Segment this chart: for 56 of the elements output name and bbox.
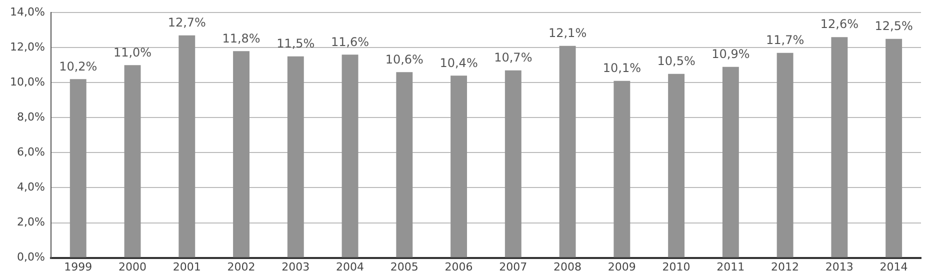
data-label: 10,2% xyxy=(59,59,98,74)
bar xyxy=(178,35,196,258)
bar xyxy=(450,76,468,258)
x-tick-label: 2003 xyxy=(282,260,310,274)
data-label: 10,7% xyxy=(494,50,532,65)
x-tick-label: 2010 xyxy=(662,260,690,274)
bar xyxy=(396,72,413,258)
x-tick-label: 2009 xyxy=(608,260,636,274)
bar xyxy=(504,70,522,258)
y-tick-label: 4,0% xyxy=(16,180,45,194)
bar xyxy=(342,54,358,258)
data-label: 10,6% xyxy=(385,52,424,66)
x-tick-label: 1999 xyxy=(64,260,92,274)
x-tick-label: 2013 xyxy=(825,260,854,274)
bar xyxy=(668,74,685,258)
x-tick-label: 2007 xyxy=(499,260,528,274)
y-tick-label: 0,0% xyxy=(16,250,45,264)
x-tick-label: 2005 xyxy=(390,260,418,274)
data-label: 12,7% xyxy=(168,15,206,30)
data-label: 12,6% xyxy=(820,17,858,32)
y-tick-label: 2,0% xyxy=(16,216,45,229)
y-tick-label: 6,0% xyxy=(16,146,45,159)
bar xyxy=(614,80,630,258)
x-tick-label: 2002 xyxy=(227,260,256,274)
x-tick-label: 2014 xyxy=(880,260,908,274)
data-label: 10,9% xyxy=(712,47,750,62)
data-label: 10,4% xyxy=(440,56,478,70)
x-tick-label: 2006 xyxy=(444,260,473,274)
bar xyxy=(124,65,141,258)
bar xyxy=(70,79,86,258)
bar xyxy=(233,51,250,258)
data-label: 11,8% xyxy=(222,31,260,46)
data-label: 10,5% xyxy=(657,54,696,68)
y-tick-label: 8,0% xyxy=(16,110,45,124)
x-tick-label: 2001 xyxy=(172,260,201,274)
y-tick-label: 10,0% xyxy=(10,76,45,89)
bar xyxy=(287,56,304,258)
x-tick-label: 2012 xyxy=(771,260,800,274)
data-label: 11,7% xyxy=(766,33,804,48)
bar xyxy=(559,46,576,258)
data-label: 11,6% xyxy=(330,34,370,49)
x-tick-label: 2004 xyxy=(336,260,364,274)
bar xyxy=(722,66,739,258)
bar xyxy=(776,52,794,258)
bar xyxy=(886,38,902,258)
y-tick-label: 12,0% xyxy=(10,40,45,54)
x-tick-label: 2008 xyxy=(554,260,582,274)
x-tick-label: 2000 xyxy=(118,260,147,274)
data-label: 11,5% xyxy=(276,36,315,51)
data-label: 10,1% xyxy=(602,61,641,76)
y-tick-label: 14,0% xyxy=(10,5,45,18)
data-label: 12,5% xyxy=(874,18,913,33)
bar xyxy=(831,37,848,258)
data-label: 11,0% xyxy=(113,45,152,60)
data-label: 12,1% xyxy=(548,26,587,40)
x-tick-label: 2011 xyxy=(716,260,745,274)
